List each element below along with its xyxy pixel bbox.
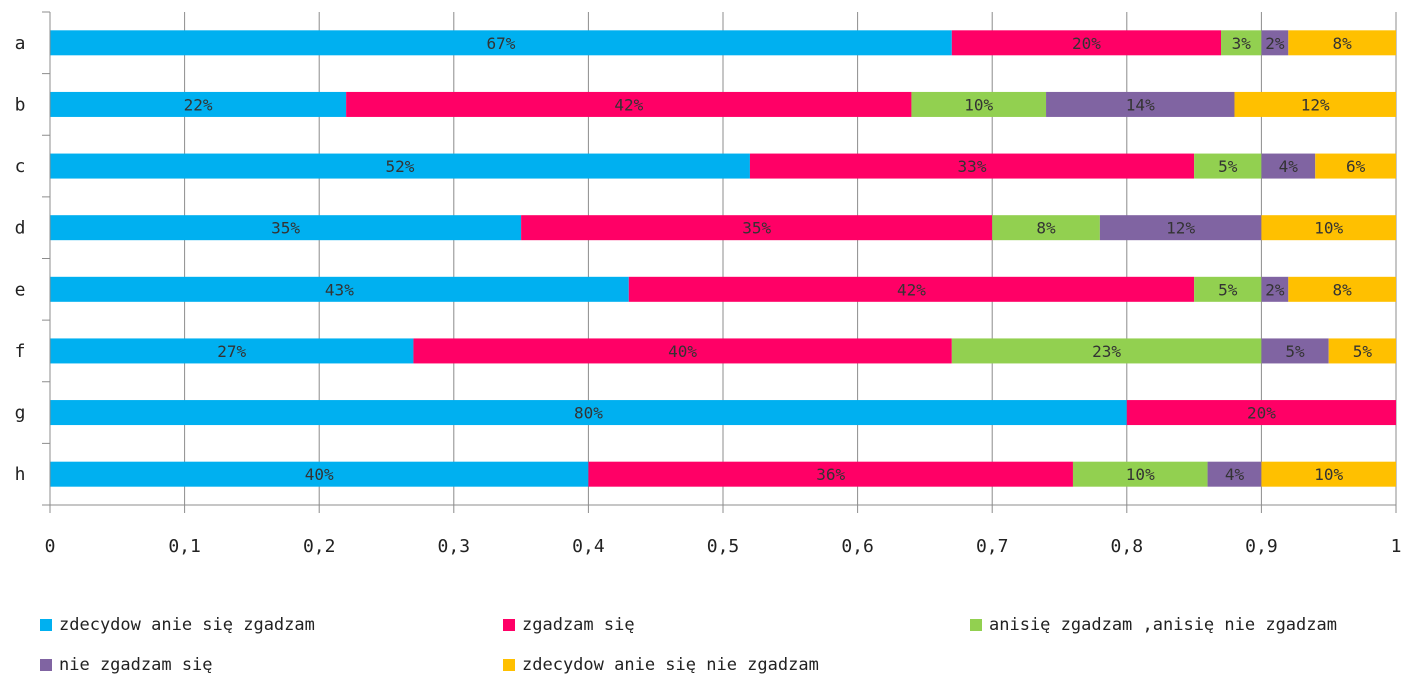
data-label: 23% xyxy=(1092,342,1121,361)
x-tick-label: 0,2 xyxy=(303,536,336,557)
data-label: 27% xyxy=(217,342,246,361)
bar-segment xyxy=(1072,461,1208,487)
data-label: 4% xyxy=(1279,157,1299,176)
data-label: 52% xyxy=(386,157,415,176)
bar-segment xyxy=(1194,276,1262,302)
bar-segment xyxy=(1315,153,1396,179)
bar-segment xyxy=(1194,153,1262,179)
bar-segment xyxy=(911,91,1047,117)
bar-segment xyxy=(346,91,912,117)
category-label: h xyxy=(15,464,26,485)
data-label: 20% xyxy=(1247,404,1276,423)
data-label: 22% xyxy=(184,95,213,114)
bar-segment xyxy=(1261,153,1316,179)
data-label: 3% xyxy=(1232,34,1252,53)
bar-segment xyxy=(413,338,952,364)
bar-segment xyxy=(749,153,1195,179)
bar-segment xyxy=(50,30,952,56)
data-label: 12% xyxy=(1166,219,1195,238)
bar-segment xyxy=(1288,276,1396,302)
bar-segment xyxy=(50,338,414,364)
bar-segment xyxy=(1261,461,1396,487)
data-label: 10% xyxy=(1314,465,1343,484)
x-tick-label: 0 xyxy=(45,536,56,557)
data-label: 8% xyxy=(1333,280,1353,299)
bar-segment xyxy=(521,215,993,241)
bar-segment xyxy=(992,215,1100,241)
data-label: 2% xyxy=(1265,34,1285,53)
bar-segment xyxy=(50,276,629,302)
data-label: 12% xyxy=(1301,95,1330,114)
data-label: 35% xyxy=(271,219,300,238)
bar-segment xyxy=(1328,338,1396,364)
data-label: 5% xyxy=(1285,342,1305,361)
category-label: g xyxy=(15,403,26,424)
data-label: 40% xyxy=(305,465,334,484)
category-label: d xyxy=(15,218,26,239)
x-tick-label: 0,8 xyxy=(1111,536,1144,557)
bar-segment xyxy=(951,30,1222,56)
bar-segment xyxy=(1126,400,1396,426)
data-label: 5% xyxy=(1218,157,1238,176)
x-tick-label: 0,6 xyxy=(841,536,874,557)
bar-segment xyxy=(50,400,1127,426)
bar-segment xyxy=(50,215,522,241)
data-label: 2% xyxy=(1265,280,1285,299)
data-label: 5% xyxy=(1218,280,1238,299)
category-label: c xyxy=(15,156,26,177)
bar-segment xyxy=(1234,91,1396,117)
x-tick-label: 0,5 xyxy=(707,536,740,557)
category-label: f xyxy=(15,341,26,362)
category-label: b xyxy=(15,94,26,115)
data-label: 33% xyxy=(958,157,987,176)
bar-segment xyxy=(50,91,347,117)
data-label: 10% xyxy=(1126,465,1155,484)
bar-segment xyxy=(1261,215,1396,241)
data-label: 8% xyxy=(1333,34,1353,53)
data-label: 4% xyxy=(1225,465,1245,484)
data-label: 67% xyxy=(486,34,515,53)
x-tick-label: 0,4 xyxy=(572,536,605,557)
data-label: 10% xyxy=(1314,219,1343,238)
x-tick-label: 0,7 xyxy=(976,536,1009,557)
x-tick-label: 0,1 xyxy=(168,536,201,557)
data-label: 42% xyxy=(614,95,643,114)
bar-segment xyxy=(628,276,1195,302)
bar-segment xyxy=(1288,30,1396,56)
bar-segment xyxy=(951,338,1262,364)
bar-segment xyxy=(1046,91,1235,117)
bar-segment xyxy=(1207,461,1262,487)
bar-segment xyxy=(1099,215,1262,241)
data-label: 14% xyxy=(1126,95,1155,114)
x-tick-label: 1 xyxy=(1391,536,1402,557)
bar-segment xyxy=(1221,30,1262,56)
data-label: 42% xyxy=(897,280,926,299)
data-label: 6% xyxy=(1346,157,1366,176)
x-tick-label: 0,3 xyxy=(438,536,471,557)
data-label: 5% xyxy=(1353,342,1373,361)
category-label: e xyxy=(15,279,26,300)
data-label: 43% xyxy=(325,280,354,299)
category-label: a xyxy=(15,33,26,54)
bar-segment xyxy=(1261,276,1289,302)
data-label: 10% xyxy=(964,95,993,114)
data-label: 40% xyxy=(668,342,697,361)
bar-segment xyxy=(50,461,589,487)
bar-segment xyxy=(588,461,1073,487)
data-label: 35% xyxy=(742,219,771,238)
bar-segment xyxy=(50,153,750,179)
x-tick-label: 0,9 xyxy=(1245,536,1278,557)
data-label: 80% xyxy=(574,404,603,423)
bar-segment xyxy=(1261,338,1329,364)
data-label: 8% xyxy=(1036,219,1056,238)
bar-segment xyxy=(1261,30,1289,56)
data-label: 20% xyxy=(1072,34,1101,53)
data-label: 36% xyxy=(816,465,845,484)
